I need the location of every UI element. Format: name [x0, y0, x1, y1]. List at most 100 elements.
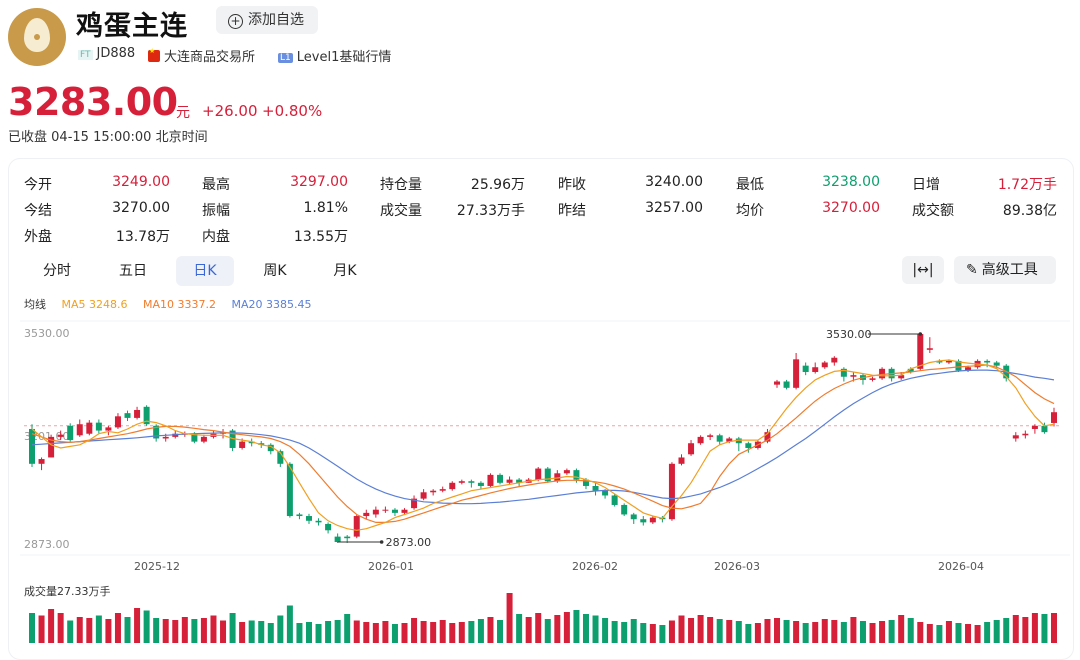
volume-bar [239, 622, 246, 643]
volume-bar [754, 623, 761, 643]
volume-bar [1031, 613, 1038, 643]
fit-width-icon: |↔| [912, 262, 934, 278]
volume-bar [57, 613, 64, 643]
volume-bar [248, 620, 255, 643]
volume-bar [1051, 613, 1057, 643]
fit-width-button[interactable]: |↔| [902, 256, 944, 284]
market-level: L1 Level1基础行情 [278, 46, 391, 65]
max-price-label: 3530.00 [826, 328, 872, 341]
candle-body [382, 509, 389, 511]
volume-bar [573, 610, 580, 643]
add-watchlist-label: 添加自选 [248, 12, 304, 28]
volume-bar [363, 622, 370, 643]
ma5-legend: MA5 3248.6 [61, 298, 128, 311]
stat-value: 27.33万手 [456, 203, 525, 219]
candle-body [153, 425, 160, 439]
volume-bar [1041, 614, 1048, 643]
ma5-line [31, 359, 1055, 531]
candle-body [821, 362, 828, 368]
stat-label: 今结 [24, 203, 52, 219]
volume-bar [716, 619, 723, 643]
x-tick-label: 2026-03 [714, 560, 760, 573]
stat-label: 成交量 [380, 203, 422, 219]
volume-bar [840, 622, 847, 643]
candle-body [668, 463, 675, 520]
volume-bar [277, 615, 284, 643]
volume-bar [258, 621, 265, 643]
candle-body [124, 413, 131, 418]
candle-body [86, 422, 93, 434]
add-watchlist-button[interactable]: + 添加自选 [216, 6, 318, 34]
candle-body [449, 482, 456, 490]
candle-body [325, 523, 332, 531]
stat-value: 3297.00 [290, 174, 348, 190]
volume-bar [602, 618, 609, 643]
stat-value: 25.96万 [470, 177, 525, 193]
volume-bar [554, 615, 561, 643]
volume-bar [1022, 617, 1029, 643]
candle-body [812, 367, 819, 372]
volume-bar [420, 621, 427, 643]
candle-body [439, 489, 446, 491]
y-tick-label: 3530.00 [24, 327, 70, 340]
volume-bar [191, 619, 198, 643]
candle-body [955, 360, 962, 371]
candle-body [783, 381, 790, 388]
volume-bar [984, 622, 991, 643]
stat-value: 3238.00 [822, 174, 880, 190]
stat-value: 3270.00 [822, 200, 880, 216]
x-tick-label: 2026-02 [572, 560, 618, 573]
market-status: 已收盘 04-15 15:00:00 北京时间 [8, 126, 208, 145]
extreme-markers: 3530.00 2873.00 [337, 328, 923, 549]
candle-body [258, 443, 265, 445]
candle-body [831, 357, 838, 363]
tab-intraday[interactable]: 分时 [43, 263, 71, 279]
volume-bar [793, 621, 800, 643]
stat-label: 振幅 [202, 203, 230, 219]
candle-body [286, 463, 293, 517]
candle-body [363, 512, 370, 517]
volume-bar [802, 623, 809, 643]
kline-chart[interactable]: 3530.00 3201.00 2873.00 2025-12 2026-01 … [0, 310, 1080, 646]
volume-bar [516, 614, 523, 643]
volume-bar [630, 619, 637, 643]
candle-body [678, 457, 685, 464]
volume-bar [535, 613, 542, 643]
x-tick-label: 2026-04 [938, 560, 984, 573]
candle-body [162, 436, 169, 439]
candle-body [898, 375, 905, 379]
volume-bar [220, 620, 227, 643]
candle-body [592, 485, 599, 491]
advanced-tools-button[interactable]: ✎ 高级工具 [954, 256, 1056, 284]
volume-bar [879, 621, 886, 643]
price-change: +26.00 [202, 102, 258, 120]
volume-bar [965, 624, 972, 643]
tab-daily-k[interactable]: 日K [176, 256, 234, 286]
candle-body [869, 378, 876, 380]
tab-five-day[interactable]: 五日 [119, 263, 147, 279]
volume-bar [993, 620, 1000, 643]
volume-bar [764, 619, 771, 643]
candle-body [544, 468, 551, 482]
stat-label: 最高 [202, 177, 230, 193]
volume-bar [487, 617, 494, 643]
volume-bar [38, 615, 45, 643]
volume-bar [745, 624, 752, 643]
candle-body [926, 348, 933, 350]
min-marker-dot [379, 540, 384, 544]
candle-body [745, 443, 752, 448]
volume-bar [1003, 618, 1010, 643]
volume-bar [114, 613, 121, 643]
price-change-pct: +0.80% [262, 102, 323, 120]
candle-body [487, 474, 494, 486]
volume-bar [1012, 615, 1019, 643]
candle-body [1041, 425, 1048, 433]
volume-bar [344, 614, 351, 643]
candle-body [506, 479, 513, 483]
tab-weekly-k[interactable]: 周K [263, 263, 287, 279]
candle-body [630, 514, 637, 520]
candle-body [191, 433, 198, 442]
symbol-code: FT JD888 [78, 46, 135, 61]
tab-monthly-k[interactable]: 月K [333, 263, 357, 279]
ma-legend-title: 均线 [24, 298, 46, 311]
